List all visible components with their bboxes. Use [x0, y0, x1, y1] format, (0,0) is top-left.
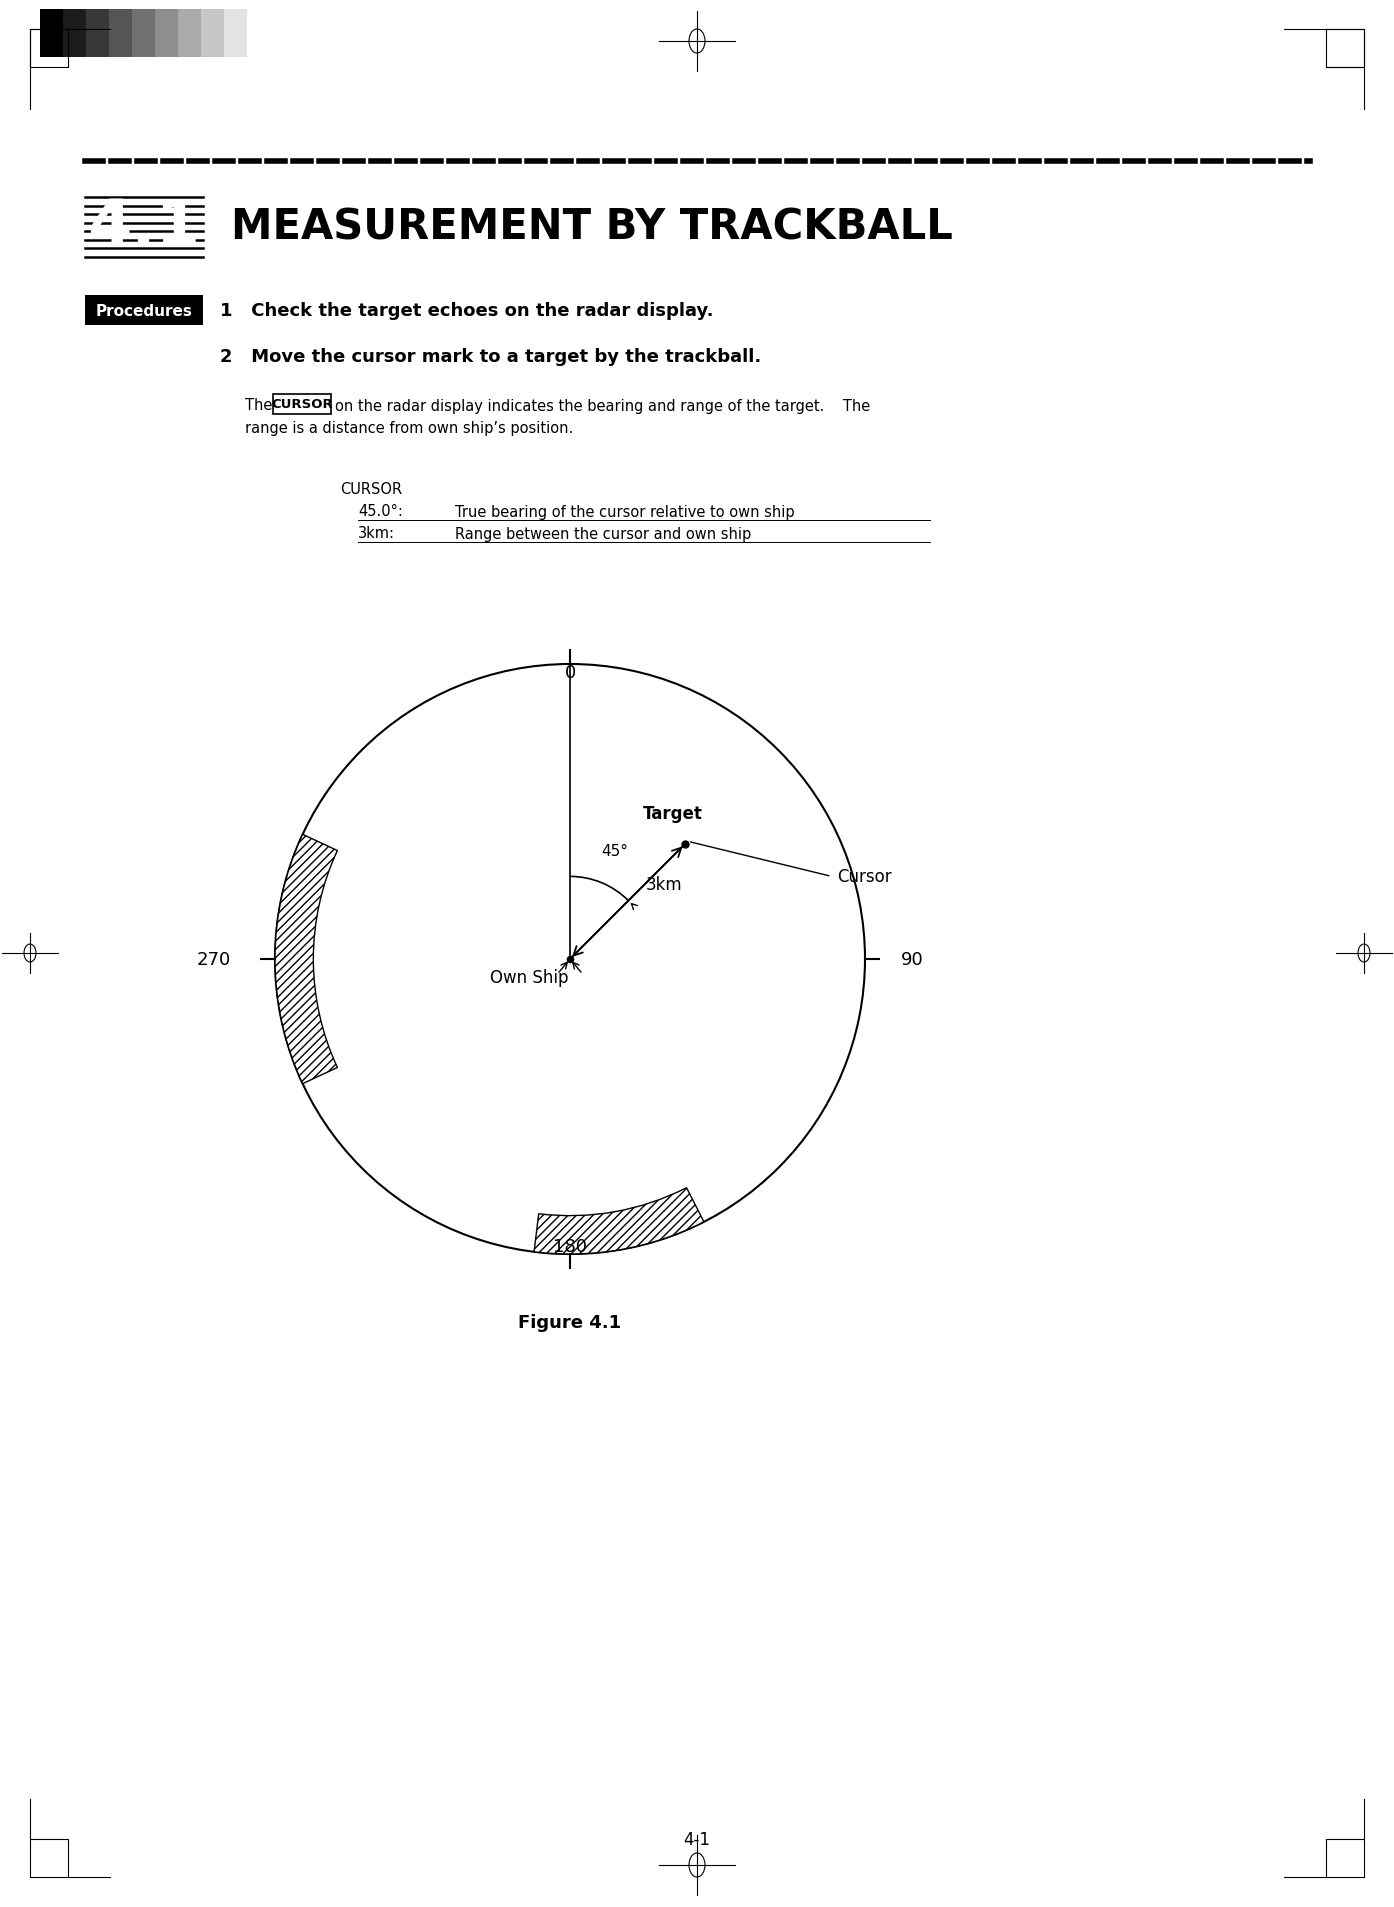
Text: 90: 90 [901, 950, 924, 969]
Text: 1   Check the target echoes on the radar display.: 1 Check the target echoes on the radar d… [220, 301, 714, 320]
Bar [247, 10, 270, 57]
Text: 45°: 45° [601, 845, 629, 858]
Wedge shape [275, 835, 337, 1083]
Text: True bearing of the cursor relative to own ship: True bearing of the cursor relative to o… [454, 503, 795, 519]
Bar [201, 10, 224, 57]
Text: 3km:: 3km: [358, 526, 395, 542]
Bar [86, 10, 109, 57]
Text: 4-1: 4-1 [683, 1831, 711, 1848]
Bar [85, 296, 204, 326]
Bar [132, 10, 155, 57]
Text: on the radar display indicates the bearing and range of the target.    The: on the radar display indicates the beari… [335, 399, 870, 414]
Text: 180: 180 [553, 1238, 587, 1255]
Text: Own Ship: Own Ship [491, 969, 569, 986]
Text: 4.1: 4.1 [88, 196, 201, 259]
Text: CURSOR: CURSOR [340, 482, 401, 498]
Text: 45.0°:: 45.0°: [358, 503, 403, 519]
Text: Range between the cursor and own ship: Range between the cursor and own ship [454, 526, 751, 542]
Text: 2   Move the cursor mark to a target by the trackball.: 2 Move the cursor mark to a target by th… [220, 347, 761, 366]
Bar [109, 10, 132, 57]
Wedge shape [534, 1188, 704, 1255]
Bar [40, 10, 63, 57]
Text: 0: 0 [565, 664, 576, 681]
Text: The: The [245, 399, 277, 414]
Bar [224, 10, 247, 57]
Bar [178, 10, 201, 57]
Text: Procedures: Procedures [96, 303, 192, 318]
Text: range is a distance from own ship’s position.: range is a distance from own ship’s posi… [245, 420, 573, 435]
Text: CURSOR: CURSOR [270, 399, 333, 412]
Bar [155, 10, 178, 57]
Text: 3km: 3km [645, 875, 682, 892]
Text: MEASUREMENT BY TRACKBALL: MEASUREMENT BY TRACKBALL [231, 206, 953, 250]
Text: Cursor: Cursor [836, 868, 891, 887]
Bar [273, 395, 330, 416]
Text: Figure 4.1: Figure 4.1 [519, 1314, 622, 1331]
Text: Target: Target [643, 805, 703, 822]
Text: 270: 270 [197, 950, 231, 969]
Bar [63, 10, 86, 57]
